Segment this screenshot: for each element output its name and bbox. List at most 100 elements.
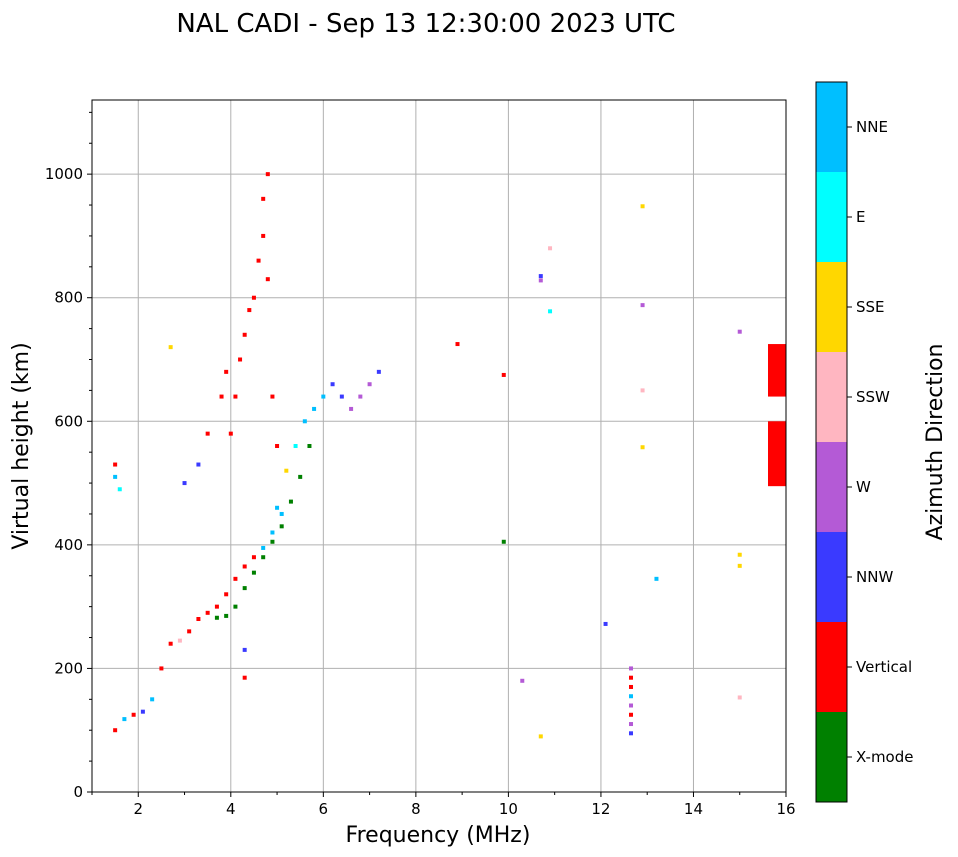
echo-point	[737, 563, 742, 568]
echo-point	[224, 592, 229, 597]
colorbar-segment	[816, 82, 847, 172]
echo-point	[214, 615, 219, 620]
edge-bar	[768, 344, 786, 397]
echo-point	[455, 342, 460, 347]
echo-point	[275, 444, 280, 448]
echo-point	[321, 394, 326, 399]
echo-point	[159, 666, 164, 671]
plot-frame	[91, 99, 787, 793]
echo-point	[640, 303, 645, 308]
colorbar-label: E	[856, 208, 865, 226]
echo-point	[265, 277, 270, 282]
echo-point	[367, 382, 372, 387]
x-tick-label: 2	[133, 800, 143, 818]
colorbar-segment	[816, 622, 847, 712]
echo-point	[737, 552, 742, 557]
echo-point	[242, 564, 247, 569]
colorbar-segment	[816, 352, 847, 442]
echo-point	[228, 431, 233, 436]
colorbar-label: SSE	[856, 298, 885, 316]
echo-point	[312, 406, 317, 411]
echo-point	[376, 369, 381, 374]
colorbar-label: Vertical	[856, 658, 912, 676]
echo-point	[330, 382, 335, 387]
echo-point	[548, 309, 553, 314]
colorbar: X-mode Vertical NNW W SSW SSE E NNE	[815, 81, 913, 803]
echo-point	[177, 638, 182, 643]
x-axis-ticks: 2 4 6 8 10 12 14 16	[91, 792, 796, 818]
echo-points	[113, 172, 742, 739]
echo-point	[261, 196, 266, 201]
echo-point	[307, 444, 312, 448]
echo-point	[629, 675, 634, 680]
echo-point	[640, 445, 645, 450]
y-tick-label: 1000	[45, 165, 83, 183]
x-axis-label: Frequency (MHz)	[346, 823, 531, 848]
echo-point	[238, 357, 243, 362]
echo-point	[196, 462, 201, 467]
echo-point	[233, 576, 238, 581]
echo-point	[205, 431, 210, 436]
grid-layer	[92, 100, 787, 793]
echo-point	[358, 394, 363, 399]
x-tick-label: 6	[319, 800, 329, 818]
colorbar-label: W	[856, 478, 871, 496]
echo-point	[640, 388, 645, 393]
x-tick-label: 16	[776, 800, 795, 818]
echo-point	[520, 678, 525, 683]
echo-point	[214, 604, 219, 609]
echo-point	[298, 474, 303, 479]
colorbar-label: NNW	[856, 568, 893, 586]
x-tick-label: 8	[411, 800, 421, 818]
echo-point	[538, 278, 543, 283]
echo-point	[293, 444, 298, 448]
echo-point	[233, 604, 238, 609]
echo-point	[219, 394, 224, 399]
echo-point	[233, 394, 238, 399]
y-axis-label: Virtual height (km)	[9, 342, 34, 549]
colorbar-frame	[815, 81, 848, 803]
echo-point	[122, 717, 127, 722]
echo-point	[113, 728, 118, 733]
echo-point	[548, 246, 553, 251]
echo-point	[603, 621, 608, 626]
echo-point	[349, 406, 354, 411]
echo-point	[251, 555, 256, 560]
echo-point	[629, 703, 634, 708]
echo-point	[242, 647, 247, 652]
echo-point	[284, 468, 289, 473]
echo-point	[339, 394, 344, 399]
echo-point	[117, 487, 122, 492]
echo-point	[270, 530, 275, 535]
echo-point	[275, 505, 280, 510]
colorbar-segment	[816, 172, 847, 262]
y-tick-label: 800	[54, 289, 83, 307]
colorbar-segment	[816, 262, 847, 352]
echo-point	[654, 576, 659, 581]
echo-point	[279, 524, 284, 529]
echo-point	[251, 295, 256, 300]
echo-point	[182, 481, 187, 486]
echo-point	[302, 419, 307, 424]
echo-point	[538, 274, 543, 279]
echo-point	[150, 697, 155, 702]
echo-point	[629, 722, 634, 727]
echo-point	[247, 308, 252, 313]
x-tick-label: 14	[684, 800, 703, 818]
echo-point	[737, 695, 742, 700]
echo-point	[224, 613, 229, 618]
echo-point	[196, 617, 201, 621]
y-axis-ticks: 0 200 400 600 800 1000	[45, 111, 92, 801]
echo-point	[113, 462, 118, 467]
y-tick-label: 0	[73, 783, 83, 801]
echo-point	[261, 545, 266, 550]
echo-point	[501, 539, 506, 544]
colorbar-label: X-mode	[856, 748, 913, 766]
colorbar-segment	[816, 532, 847, 622]
edge-bar	[768, 421, 786, 487]
echo-point	[629, 666, 634, 671]
colorbar-segment	[816, 442, 847, 532]
colorbar-title: Azimuth Direction	[923, 343, 948, 540]
y-tick-label: 400	[54, 536, 83, 554]
